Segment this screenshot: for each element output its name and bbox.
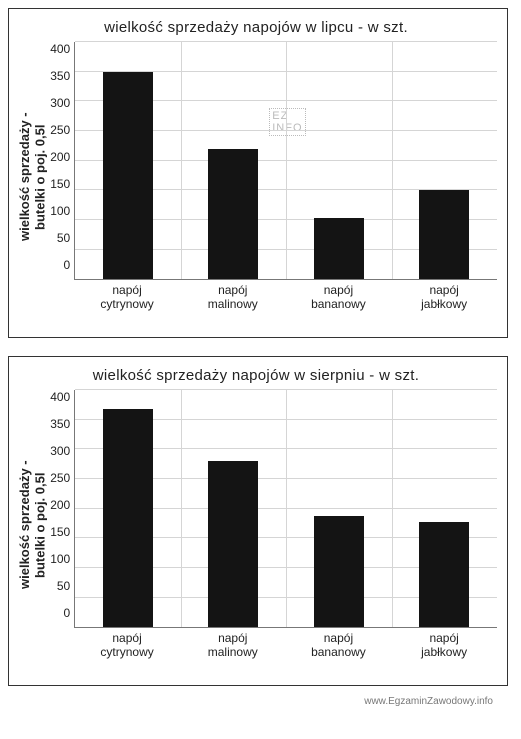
y-axis-label: wielkość sprzedaży - butelki o poj. 0,5l: [15, 390, 50, 660]
ytick: 250: [50, 123, 70, 137]
ytick: 300: [50, 96, 70, 110]
ytick: 150: [50, 177, 70, 191]
ytick: 0: [64, 258, 71, 272]
plot-area: napójcytrynowy napójmalinowy napójbananowy…: [74, 390, 497, 660]
y-axis-ticks: 400 350 300 250 200 150 100 50 0: [50, 390, 74, 620]
bar: [314, 218, 364, 279]
x-axis: napójcytrynowy napójmalinowy napójbananowy…: [74, 632, 497, 660]
plot-area: EZ INFO napójcytrynowynapójmalinowynapój…: [74, 42, 497, 312]
bar: [208, 461, 258, 627]
chart-body: wielkość sprzedaży - butelki o poj. 0,5l…: [15, 390, 497, 660]
x-label: napójmalinowy: [198, 632, 268, 660]
ytick: 0: [64, 606, 71, 620]
x-label: napójjabłkowy: [409, 632, 479, 660]
chart-title: wielkość sprzedaży napojów w sierpniu - …: [15, 367, 497, 384]
bars: [75, 42, 497, 279]
chart-august: wielkość sprzedaży napojów w sierpniu - …: [8, 356, 508, 686]
chart-body: wielkość sprzedaży - butelki o poj. 0,5l…: [15, 42, 497, 312]
x-axis: napójcytrynowy napójmalinowy napójbananowy…: [74, 284, 497, 312]
bar: [208, 149, 258, 280]
chart-july: wielkość sprzedaży napojów w lipcu - w s…: [8, 8, 508, 338]
ytick: 400: [50, 390, 70, 404]
bar: [314, 516, 364, 628]
ytick: 150: [50, 525, 70, 539]
x-label: napójcytrynowy: [92, 632, 162, 660]
y-axis-ticks: 400 350 300 250 200 150 100 50 0: [50, 42, 74, 272]
x-label: napójmalinowy: [198, 284, 268, 312]
ytick: 350: [50, 69, 70, 83]
x-label: napójcytrynowy: [92, 284, 162, 312]
x-label: napójbananowy: [303, 632, 373, 660]
chart-title: wielkość sprzedaży napojów w lipcu - w s…: [15, 19, 497, 36]
ytick: 200: [50, 498, 70, 512]
ytick: 300: [50, 444, 70, 458]
y-axis-label: wielkość sprzedaży - butelki o poj. 0,5l: [15, 42, 50, 312]
x-label: napójjabłkowy: [409, 284, 479, 312]
ytick: 100: [50, 204, 70, 218]
plot: [74, 390, 497, 628]
ytick: 350: [50, 417, 70, 431]
ytick: 50: [57, 579, 70, 593]
ytick: 250: [50, 471, 70, 485]
bar: [419, 522, 469, 628]
plot: EZ INFO: [74, 42, 497, 280]
bar: [103, 409, 153, 627]
bar: [103, 72, 153, 280]
bar: [419, 190, 469, 279]
ytick: 400: [50, 42, 70, 56]
x-label: napójbananowy: [303, 284, 373, 312]
ytick: 200: [50, 150, 70, 164]
bars: [75, 390, 497, 627]
footer-credit: www.EgzaminZawodowy.info: [8, 696, 513, 707]
ytick: 50: [57, 231, 70, 245]
ytick: 100: [50, 552, 70, 566]
